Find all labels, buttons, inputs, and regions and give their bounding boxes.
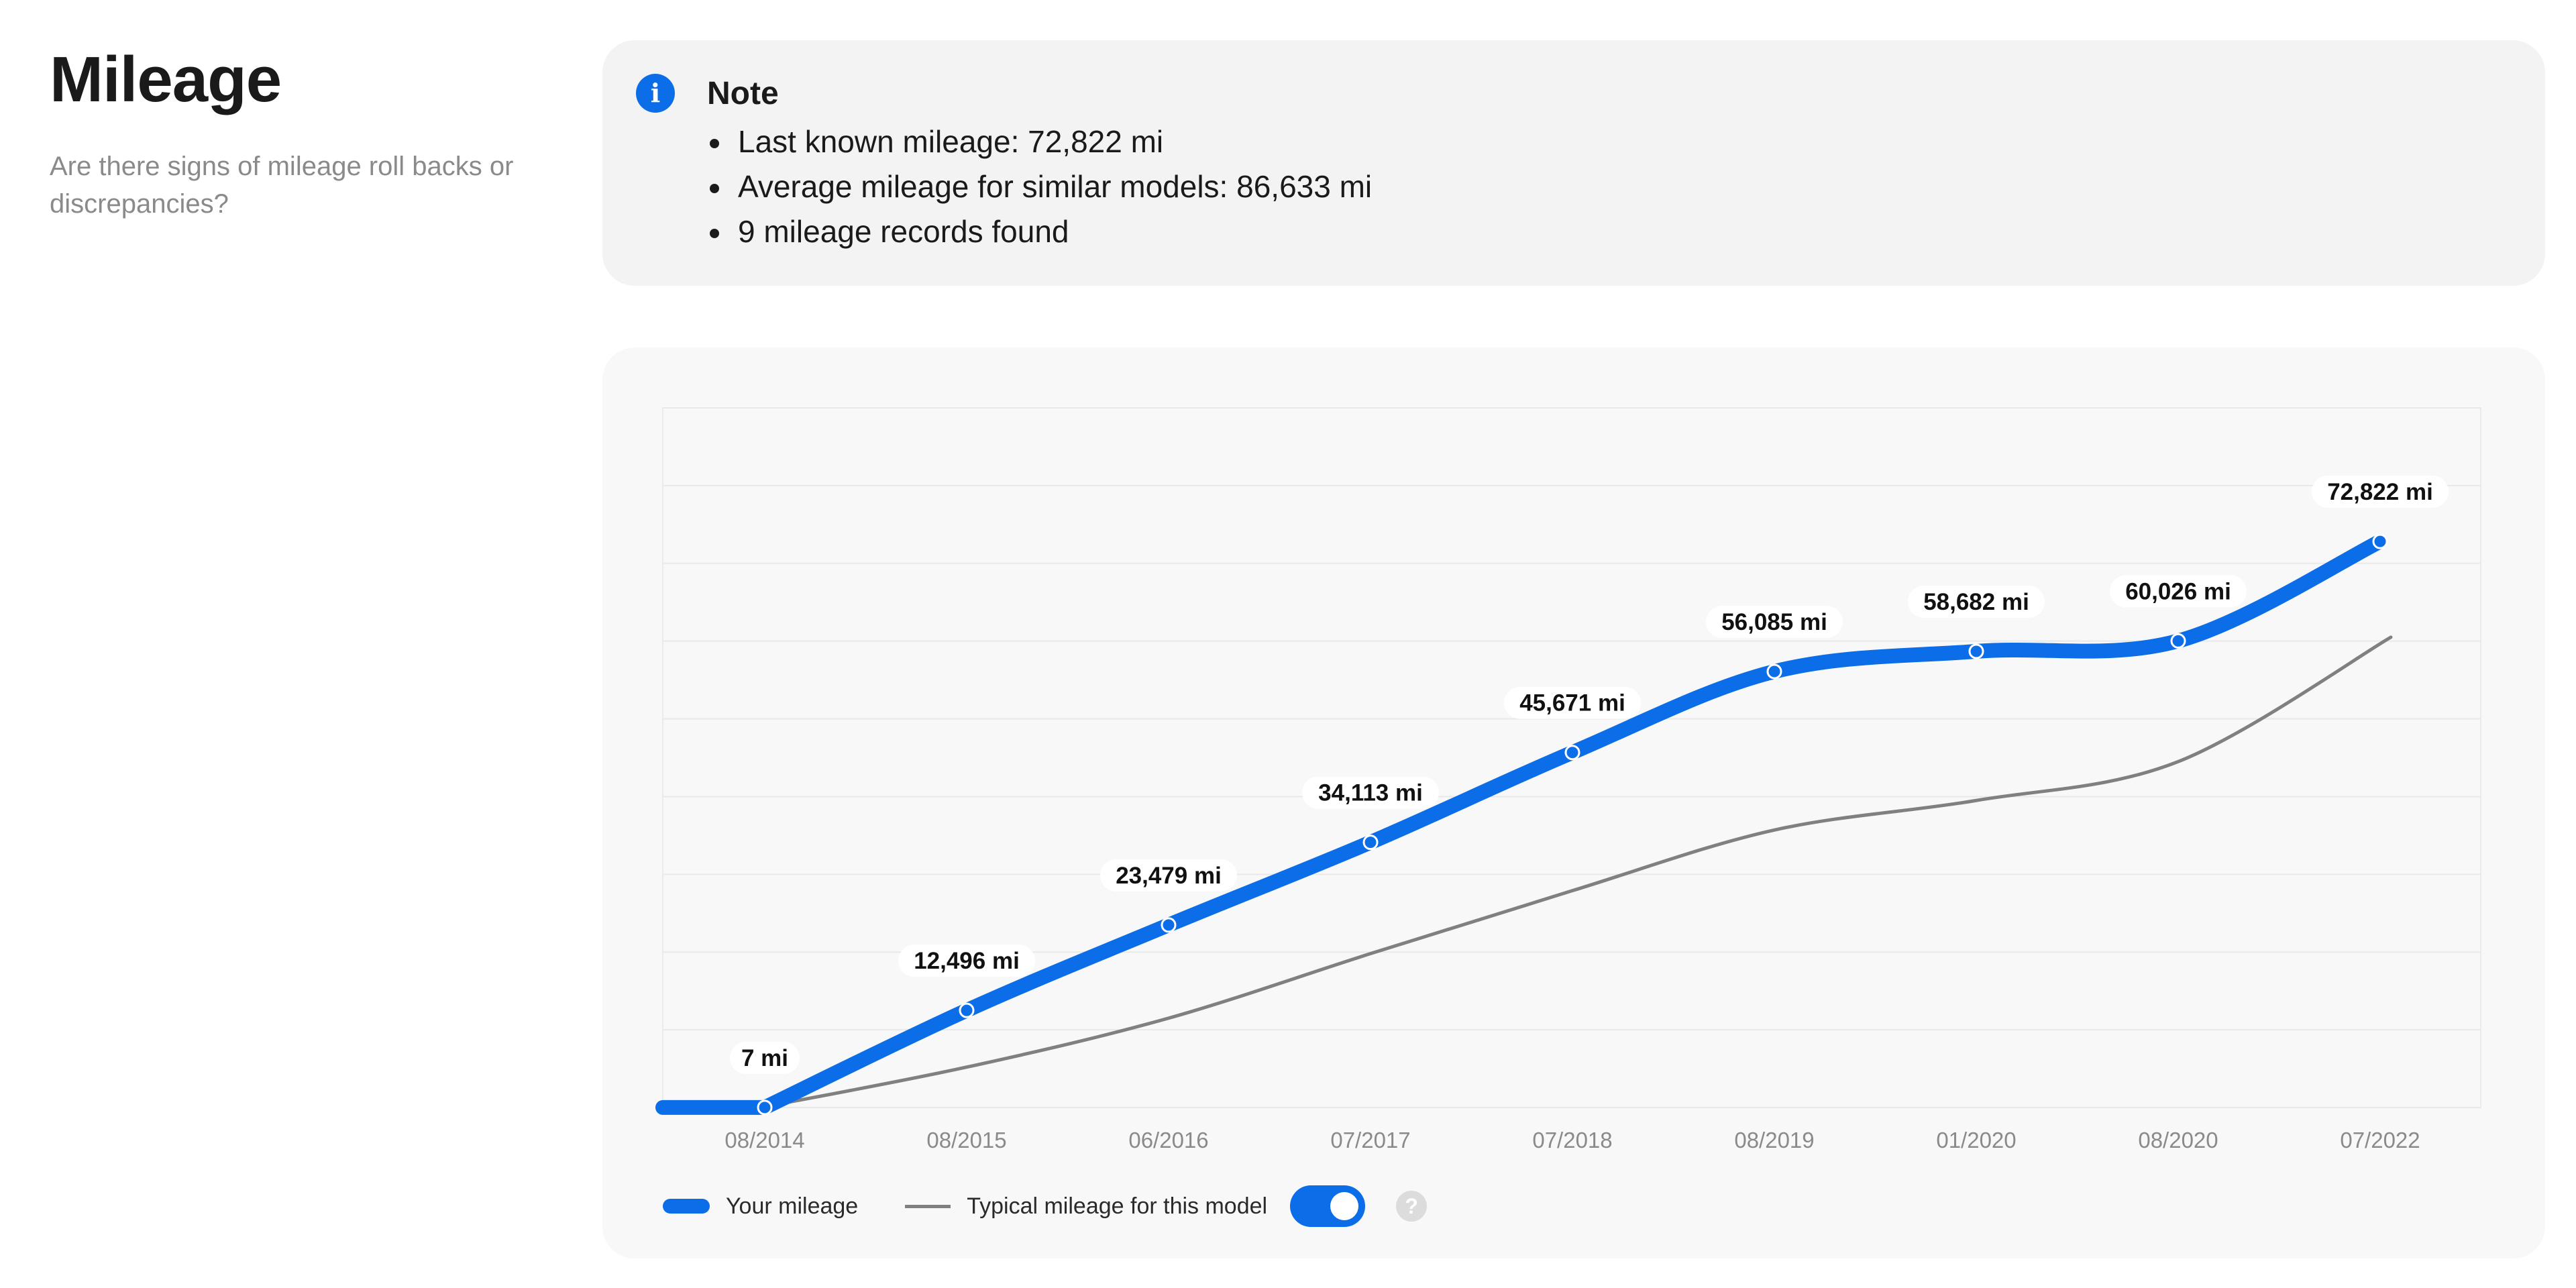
data-label-background — [2110, 575, 2247, 608]
data-point — [1968, 643, 1984, 659]
info-icon: i — [636, 74, 675, 113]
data-point — [757, 1099, 773, 1116]
chart-card: 7 mi 08/2014 12,496 mi 08/2015 23,479 mi 06/2… — [602, 347, 2545, 1258]
data-label-background — [1504, 686, 1641, 719]
toggle-knob — [1330, 1192, 1359, 1220]
x-tick-label: 08/2020 — [2138, 1128, 2218, 1152]
data-label-background — [1100, 859, 1237, 892]
x-tick-label: 07/2017 — [1330, 1128, 1410, 1152]
section-header: Mileage Are there signs of mileage roll … — [50, 43, 533, 223]
legend-item-your-mileage: Your mileage — [663, 1193, 858, 1220]
x-tick-label: 07/2018 — [1532, 1128, 1612, 1152]
typical-mileage-toggle[interactable] — [1290, 1185, 1366, 1227]
note-card: i Note Last known mileage: 72,822 mi Ave… — [602, 40, 2545, 286]
x-tick-label: 01/2020 — [1936, 1128, 2016, 1152]
data-label-background — [1908, 585, 2045, 618]
data-label: 72,822 mi — [2327, 479, 2433, 505]
note-item-records: 9 mileage records found — [710, 209, 1372, 254]
note-list: Last known mileage: 72,822 mi Average mi… — [710, 119, 1372, 254]
legend-swatch-your-mileage — [663, 1199, 710, 1214]
page-subtitle: Are there signs of mileage roll backs or… — [50, 152, 514, 219]
note-title: Note — [707, 76, 779, 111]
data-label-background — [898, 945, 1035, 977]
data-label: 60,026 mi — [2125, 578, 2231, 604]
data-label-background — [2312, 476, 2449, 508]
legend-label-your-mileage: Your mileage — [726, 1193, 859, 1219]
x-tick-label: 06/2016 — [1128, 1128, 1208, 1152]
legend-swatch-typical-mileage — [905, 1204, 951, 1208]
data-label: 23,479 mi — [1116, 863, 1222, 889]
data-point — [1161, 917, 1177, 933]
data-label: 7 mi — [741, 1045, 788, 1071]
x-tick-label: 08/2014 — [724, 1128, 804, 1152]
data-label-background — [1706, 606, 1843, 639]
note-item-average: Average mileage for similar models: 86,6… — [710, 164, 1372, 209]
data-point — [2372, 533, 2388, 549]
series-line-typical-mileage — [763, 635, 2393, 1109]
legend-item-typical-mileage: Typical mileage for this model — [905, 1193, 1267, 1220]
data-label-background — [730, 1041, 800, 1074]
data-label: 45,671 mi — [1519, 690, 1625, 716]
chart-legend: Your mileage Typical mileage for this mo… — [663, 1185, 1428, 1227]
mileage-chart: 7 mi 08/2014 12,496 mi 08/2015 23,479 mi 06/2… — [655, 407, 2481, 1152]
data-label: 34,113 mi — [1318, 780, 1423, 806]
data-point — [2170, 633, 2186, 649]
data-point — [1564, 745, 1580, 761]
data-point — [959, 1002, 975, 1018]
data-point — [1766, 663, 1782, 680]
data-point — [1362, 835, 1379, 851]
x-tick-label: 08/2019 — [1734, 1128, 1814, 1152]
help-icon[interactable]: ? — [1396, 1191, 1428, 1222]
page-title: Mileage — [50, 44, 282, 115]
x-tick-label: 07/2022 — [2340, 1128, 2420, 1152]
note-item-last-known: Last known mileage: 72,822 mi — [710, 119, 1372, 164]
data-label: 56,085 mi — [1721, 609, 1827, 635]
data-label-background — [1302, 776, 1439, 809]
legend-label-typical-mileage: Typical mileage for this model — [967, 1193, 1268, 1219]
data-label: 12,496 mi — [914, 948, 1020, 974]
x-tick-label: 08/2015 — [926, 1128, 1006, 1152]
data-label: 58,682 mi — [1923, 589, 2029, 615]
